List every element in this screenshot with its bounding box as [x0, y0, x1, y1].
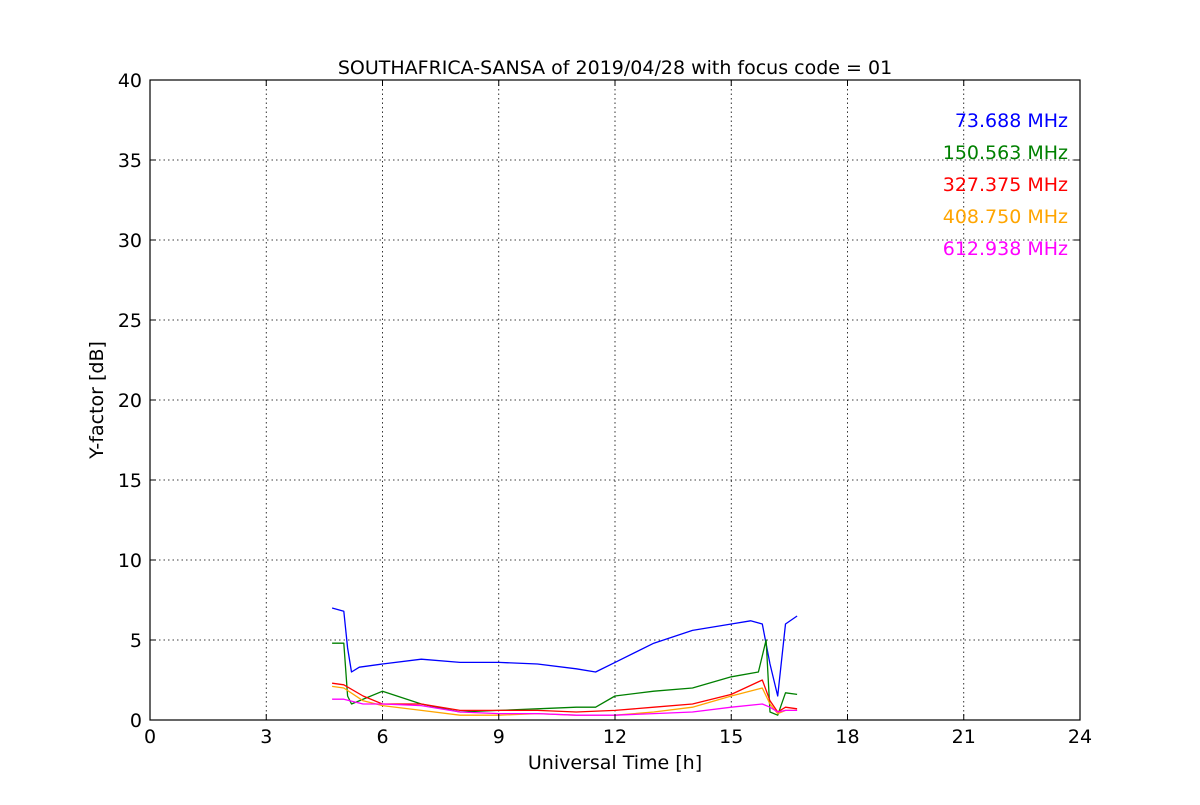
- x-tick-label: 24: [1068, 726, 1092, 748]
- y-tick-label: 25: [118, 310, 142, 332]
- x-tick-label: 9: [493, 726, 505, 748]
- y-tick-label: 0: [130, 710, 142, 732]
- series-lines: [331, 607, 798, 716]
- series-line-3: [332, 679, 798, 713]
- legend-entry-4: 408.750 MHz: [943, 206, 1068, 228]
- axis-ticks: 0 3 6 9 12 15 18 21 24 0 5 10 15 20 25 30 35 40: [118, 70, 1092, 748]
- legend-entry-2: 150.563 MHz: [943, 142, 1068, 164]
- y-tick-label: 15: [118, 470, 142, 492]
- legend-entry-5: 612.938 MHz: [943, 238, 1068, 260]
- y-tick-label: 35: [118, 150, 142, 172]
- legend: 73.688 MHz 150.563 MHz 327.375 MHz 408.750 …: [943, 110, 1068, 260]
- x-tick-label: 12: [603, 726, 627, 748]
- y-tick-label: 30: [118, 230, 142, 252]
- legend-entry-3: 327.375 MHz: [943, 174, 1068, 196]
- x-tick-label: 21: [952, 726, 976, 748]
- chart-title: SOUTHAFRICA-SANSA of 2019/04/28 with foc…: [338, 57, 892, 79]
- x-tick-label: 3: [260, 726, 272, 748]
- grid: [150, 80, 1080, 720]
- y-tick-label: 20: [118, 390, 142, 412]
- y-axis-title: Y-factor [dB]: [86, 341, 108, 460]
- y-tick-label: 40: [118, 70, 142, 92]
- x-tick-label: 6: [376, 726, 388, 748]
- x-tick-label: 0: [144, 726, 156, 748]
- series-line-5: [332, 698, 798, 716]
- x-axis-title: Universal Time [h]: [528, 752, 702, 774]
- x-tick-label: 15: [719, 726, 743, 748]
- x-tick-label: 18: [835, 726, 859, 748]
- y-tick-label: 5: [130, 630, 142, 652]
- y-tick-label: 10: [118, 550, 142, 572]
- legend-entry-1: 73.688 MHz: [955, 110, 1068, 132]
